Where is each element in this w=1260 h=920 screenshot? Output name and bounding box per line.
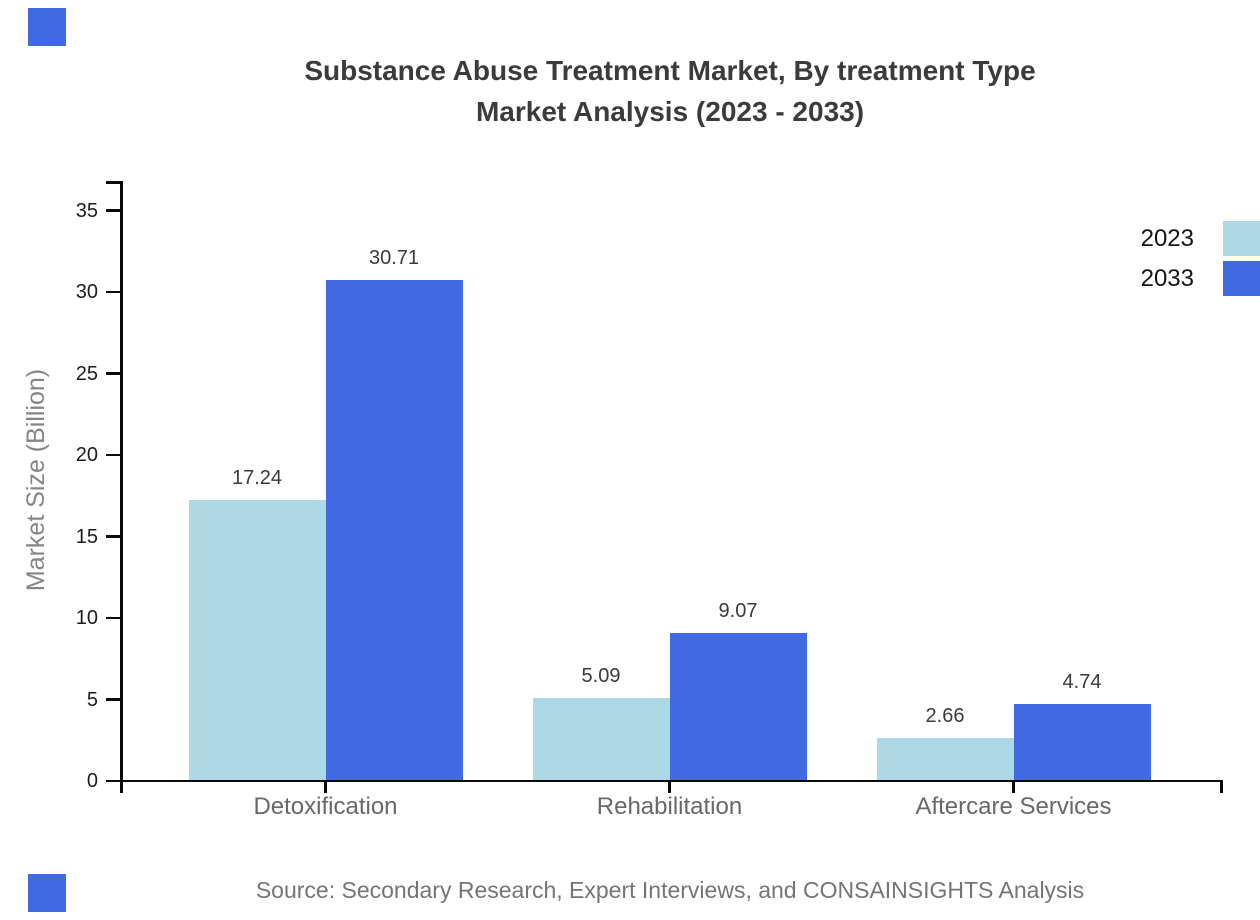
x-axis-category-label: Detoxification <box>253 793 398 820</box>
bar-2033 <box>325 280 463 781</box>
bar-value-label: 9.07 <box>718 600 758 623</box>
legend-label-2033: 2033 <box>1140 264 1194 292</box>
y-tick <box>106 209 122 212</box>
x-axis-category-label: Rehabilitation <box>596 793 743 820</box>
corner-marker-top-left <box>28 8 66 46</box>
y-tick-label: 30 <box>75 281 98 303</box>
chart-title-line1: Substance Abuse Treatment Market, By tre… <box>304 55 1036 86</box>
x-tick <box>1012 781 1015 793</box>
x-axis-line <box>120 779 1223 783</box>
bar-2033 <box>1013 703 1151 781</box>
y-tick-label: 20 <box>75 444 98 466</box>
y-tick <box>106 453 122 457</box>
bar-2023 <box>532 698 670 781</box>
chart-title: Substance Abuse Treatment Market, By tre… <box>80 50 1260 132</box>
y-tick-label: 15 <box>75 525 98 548</box>
chart-title-line2: Market Analysis (2023 - 2033) <box>475 96 865 127</box>
y-tick-label: 35 <box>75 199 98 222</box>
y-tick <box>106 616 122 620</box>
bar-value-label: 5.09 <box>581 665 621 688</box>
x-tick <box>668 781 671 793</box>
y-tick-label: 0 <box>86 770 98 792</box>
y-tick-label: 5 <box>86 688 98 711</box>
y-tick-label: 25 <box>75 362 98 385</box>
y-tick <box>106 372 122 375</box>
bar-value-label: 30.71 <box>368 247 420 270</box>
y-tick <box>106 698 122 701</box>
y-tick <box>106 779 122 783</box>
x-axis-end-cap <box>1220 781 1223 793</box>
bar-value-label: 17.24 <box>231 466 283 489</box>
source-attribution: Source: Secondary Research, Expert Inter… <box>255 877 1085 903</box>
x-tick <box>324 781 327 793</box>
y-tick <box>106 290 122 294</box>
y-tick <box>106 535 122 538</box>
legend-swatch-2023 <box>1223 221 1260 256</box>
bar-2033 <box>669 633 807 781</box>
y-axis-line <box>120 181 123 793</box>
legend-swatch-2033 <box>1223 260 1260 296</box>
bar-2023 <box>876 737 1014 781</box>
y-tick-label: 10 <box>75 607 98 629</box>
bar-value-label: 4.74 <box>1062 670 1102 693</box>
x-axis-category-label: Aftercare Services <box>915 793 1112 820</box>
corner-marker-bottom-left <box>28 874 66 912</box>
bar-2023 <box>188 499 326 781</box>
legend-label-2023: 2023 <box>1140 225 1194 252</box>
bar-value-label: 2.66 <box>925 704 965 727</box>
y-axis-end-cap <box>106 181 122 184</box>
